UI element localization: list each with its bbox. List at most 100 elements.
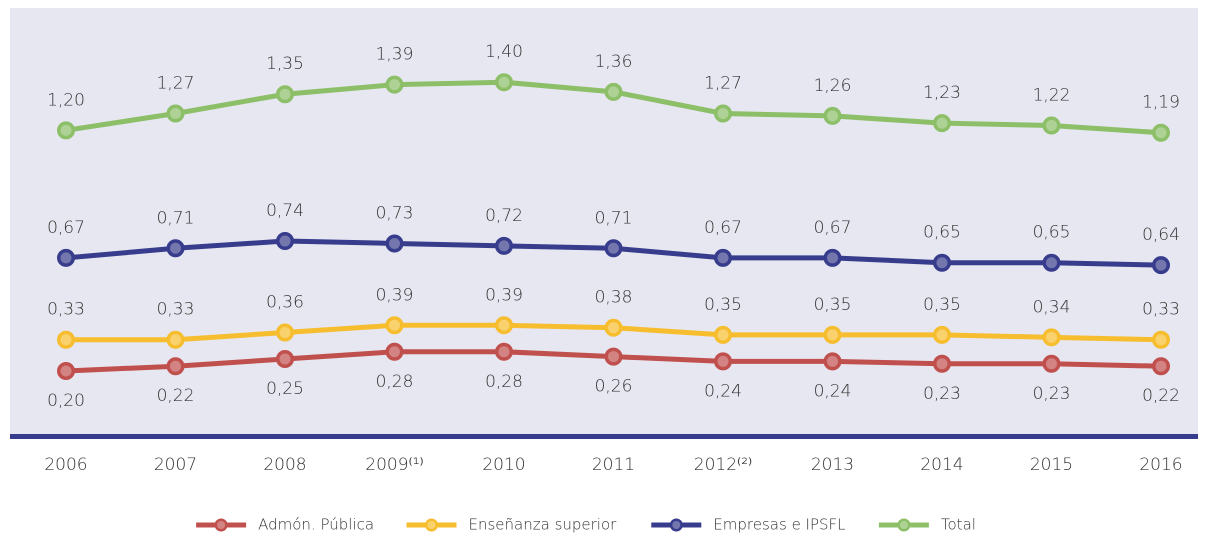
data-label: 0,24	[814, 381, 852, 401]
marker-highlight	[936, 329, 948, 341]
data-label: 0,35	[814, 295, 852, 315]
x-tick-label: 2016	[1139, 455, 1182, 475]
marker	[276, 349, 294, 368]
marker-highlight	[389, 319, 400, 331]
marker-highlight	[170, 334, 181, 346]
data-label: 0,25	[266, 379, 304, 399]
data-label: 0,34	[1033, 297, 1071, 317]
legend-marker	[897, 518, 911, 532]
marker-highlight	[717, 355, 729, 367]
marker	[823, 106, 842, 125]
marker	[385, 75, 404, 94]
marker	[495, 73, 513, 92]
marker-highlight	[827, 252, 838, 264]
data-label: 0,71	[595, 208, 633, 228]
marker	[823, 248, 842, 267]
marker	[385, 342, 404, 361]
marker	[57, 330, 75, 349]
marker-highlight	[170, 242, 181, 254]
marker	[714, 352, 732, 371]
marker	[933, 354, 951, 373]
marker	[1152, 357, 1170, 376]
data-label: 0,74	[266, 201, 304, 221]
marker-highlight	[498, 319, 510, 331]
data-label: 0,33	[1142, 300, 1180, 320]
data-label: 1,27	[157, 73, 195, 93]
marker	[1042, 354, 1061, 373]
marker-highlight	[717, 329, 729, 341]
data-label: 1,26	[814, 76, 852, 96]
marker	[1042, 253, 1061, 272]
marker-highlight	[1155, 334, 1167, 346]
marker	[166, 330, 185, 349]
marker	[166, 239, 185, 258]
marker	[385, 234, 404, 253]
data-label: 0,33	[47, 300, 85, 320]
marker-highlight	[936, 257, 948, 269]
marker-highlight	[170, 107, 181, 119]
marker-highlight	[60, 124, 72, 136]
marker-highlight	[827, 355, 838, 367]
legend-marker	[214, 518, 228, 532]
legend-label: Total	[941, 516, 976, 534]
marker-highlight	[279, 327, 291, 339]
marker	[57, 121, 75, 140]
marker	[604, 82, 623, 101]
data-label: 1,27	[704, 73, 742, 93]
legend-marker	[425, 518, 438, 532]
x-tick-label: 2008	[263, 455, 306, 475]
data-label: 0,35	[704, 295, 742, 315]
marker-highlight	[608, 322, 619, 334]
marker-highlight	[170, 360, 181, 372]
data-label: 0,28	[376, 372, 414, 392]
marker-highlight	[498, 76, 510, 88]
data-label: 0,73	[376, 203, 414, 223]
marker-highlight	[1046, 358, 1057, 370]
marker	[1042, 328, 1061, 347]
data-label: 0,35	[923, 295, 961, 315]
marker	[276, 232, 294, 251]
marker	[604, 347, 623, 366]
marker-highlight	[827, 110, 838, 122]
marker-highlight	[498, 240, 510, 252]
marker	[714, 325, 732, 344]
marker-highlight	[1155, 259, 1167, 271]
marker-highlight	[936, 358, 948, 370]
x-tick-label: 2012⁽²⁾	[694, 455, 752, 475]
marker	[276, 323, 294, 342]
data-label: 0,22	[1142, 386, 1180, 406]
marker-highlight	[1046, 120, 1057, 132]
marker	[714, 248, 732, 267]
x-tick-label: 2009⁽¹⁾	[365, 455, 423, 475]
marker-highlight	[717, 107, 729, 119]
marker-highlight	[608, 86, 619, 98]
marker-highlight	[608, 242, 619, 254]
data-label: 0,20	[47, 391, 85, 411]
marker-highlight	[827, 329, 838, 341]
marker	[714, 104, 732, 123]
marker-highlight	[279, 88, 291, 100]
data-label: 0,64	[1142, 225, 1180, 245]
data-label: 1,20	[47, 90, 85, 110]
legend-label: Enseñanza superior	[469, 516, 618, 534]
marker-highlight	[1155, 127, 1167, 139]
data-label: 0,36	[266, 293, 304, 313]
marker-highlight	[1155, 360, 1167, 372]
data-label: 0,22	[157, 386, 195, 406]
data-label: 0,28	[485, 372, 523, 392]
data-label: 0,67	[814, 218, 852, 238]
marker	[495, 236, 513, 255]
marker-highlight	[1046, 257, 1057, 269]
marker-highlight	[389, 346, 400, 358]
data-label: 1,23	[923, 83, 961, 103]
marker	[933, 253, 951, 272]
x-tick-label: 2014	[920, 455, 963, 475]
data-label: 0,67	[47, 218, 85, 238]
data-label: 0,38	[595, 288, 633, 308]
data-label: 0,65	[923, 223, 961, 243]
data-label: 0,65	[1033, 223, 1071, 243]
marker-highlight	[60, 365, 72, 377]
data-label: 0,67	[704, 218, 742, 238]
data-label: 0,39	[485, 285, 523, 305]
x-tick-label: 2006	[44, 455, 87, 475]
